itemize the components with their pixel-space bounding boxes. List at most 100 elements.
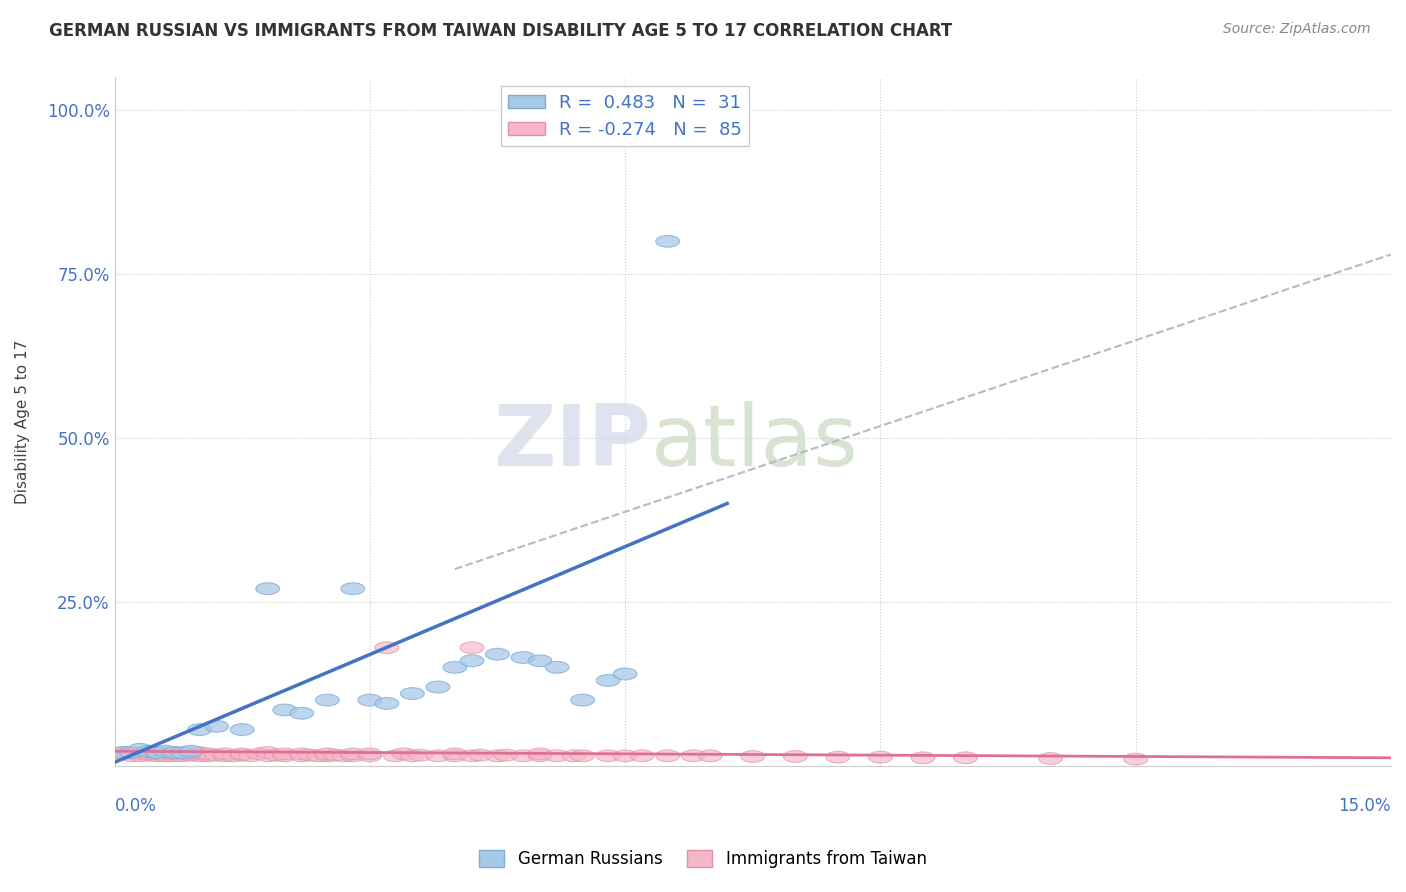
Ellipse shape xyxy=(340,748,364,760)
Ellipse shape xyxy=(136,747,160,758)
Ellipse shape xyxy=(340,750,364,762)
Text: ZIP: ZIP xyxy=(494,401,651,483)
Ellipse shape xyxy=(111,748,135,760)
Ellipse shape xyxy=(170,747,194,758)
Ellipse shape xyxy=(273,704,297,716)
Ellipse shape xyxy=(682,750,704,762)
Text: GERMAN RUSSIAN VS IMMIGRANTS FROM TAIWAN DISABILITY AGE 5 TO 17 CORRELATION CHAR: GERMAN RUSSIAN VS IMMIGRANTS FROM TAIWAN… xyxy=(49,22,952,40)
Ellipse shape xyxy=(290,750,314,762)
Ellipse shape xyxy=(239,750,263,762)
Ellipse shape xyxy=(332,750,356,762)
Ellipse shape xyxy=(426,750,450,762)
Ellipse shape xyxy=(153,746,177,757)
Ellipse shape xyxy=(315,750,339,762)
Legend: German Russians, Immigrants from Taiwan: German Russians, Immigrants from Taiwan xyxy=(472,843,934,875)
Ellipse shape xyxy=(596,750,620,762)
Ellipse shape xyxy=(468,749,492,761)
Ellipse shape xyxy=(783,750,807,763)
Ellipse shape xyxy=(562,750,586,762)
Ellipse shape xyxy=(222,750,246,762)
Ellipse shape xyxy=(188,747,211,758)
Ellipse shape xyxy=(128,748,152,760)
Ellipse shape xyxy=(546,750,569,762)
Ellipse shape xyxy=(443,662,467,673)
Ellipse shape xyxy=(256,747,280,758)
Text: 15.0%: 15.0% xyxy=(1339,797,1391,814)
Ellipse shape xyxy=(613,668,637,680)
Ellipse shape xyxy=(409,749,433,761)
Ellipse shape xyxy=(392,748,416,760)
Ellipse shape xyxy=(571,694,595,706)
Ellipse shape xyxy=(205,721,229,732)
Text: atlas: atlas xyxy=(651,401,859,483)
Ellipse shape xyxy=(170,750,194,762)
Ellipse shape xyxy=(231,723,254,736)
Ellipse shape xyxy=(307,750,330,762)
Ellipse shape xyxy=(145,748,169,760)
Ellipse shape xyxy=(153,748,177,760)
Ellipse shape xyxy=(188,723,211,736)
Ellipse shape xyxy=(1039,753,1063,764)
Ellipse shape xyxy=(869,751,893,763)
Ellipse shape xyxy=(179,746,202,757)
Ellipse shape xyxy=(128,743,152,756)
Ellipse shape xyxy=(136,746,160,757)
Ellipse shape xyxy=(546,662,569,673)
Ellipse shape xyxy=(153,750,177,762)
Text: Source: ZipAtlas.com: Source: ZipAtlas.com xyxy=(1223,22,1371,37)
Ellipse shape xyxy=(596,674,620,686)
Ellipse shape xyxy=(825,751,849,763)
Ellipse shape xyxy=(231,748,254,760)
Ellipse shape xyxy=(136,749,160,761)
Ellipse shape xyxy=(359,694,382,706)
Ellipse shape xyxy=(145,747,169,758)
Ellipse shape xyxy=(145,747,169,758)
Ellipse shape xyxy=(197,748,221,760)
Ellipse shape xyxy=(655,750,679,762)
Ellipse shape xyxy=(162,750,186,762)
Ellipse shape xyxy=(315,748,339,760)
Ellipse shape xyxy=(298,749,322,761)
Ellipse shape xyxy=(494,749,517,761)
Y-axis label: Disability Age 5 to 17: Disability Age 5 to 17 xyxy=(15,340,30,504)
Ellipse shape xyxy=(136,748,160,760)
Ellipse shape xyxy=(256,582,280,595)
Ellipse shape xyxy=(290,748,314,760)
Ellipse shape xyxy=(571,750,595,762)
Ellipse shape xyxy=(188,750,211,762)
Ellipse shape xyxy=(359,750,382,762)
Ellipse shape xyxy=(485,648,509,660)
Ellipse shape xyxy=(179,748,202,760)
Ellipse shape xyxy=(273,748,297,760)
Ellipse shape xyxy=(111,747,135,758)
Ellipse shape xyxy=(197,750,221,762)
Ellipse shape xyxy=(128,750,152,762)
Ellipse shape xyxy=(111,747,135,758)
Ellipse shape xyxy=(443,748,467,760)
Ellipse shape xyxy=(401,688,425,699)
Ellipse shape xyxy=(214,748,238,760)
Ellipse shape xyxy=(460,641,484,654)
Ellipse shape xyxy=(205,749,229,761)
Ellipse shape xyxy=(512,750,534,762)
Ellipse shape xyxy=(426,681,450,693)
Ellipse shape xyxy=(162,747,186,758)
Ellipse shape xyxy=(247,748,271,760)
Ellipse shape xyxy=(529,655,553,666)
Ellipse shape xyxy=(741,750,765,763)
Ellipse shape xyxy=(512,651,534,664)
Ellipse shape xyxy=(170,748,194,760)
Ellipse shape xyxy=(401,750,425,762)
Ellipse shape xyxy=(1123,753,1147,765)
Ellipse shape xyxy=(315,694,339,706)
Ellipse shape xyxy=(655,235,679,247)
Text: 0.0%: 0.0% xyxy=(114,797,156,814)
Ellipse shape xyxy=(359,748,382,760)
Ellipse shape xyxy=(460,750,484,762)
Ellipse shape xyxy=(162,748,186,760)
Legend: R =  0.483   N =  31, R = -0.274   N =  85: R = 0.483 N = 31, R = -0.274 N = 85 xyxy=(501,87,749,146)
Ellipse shape xyxy=(120,750,143,762)
Ellipse shape xyxy=(630,750,654,762)
Ellipse shape xyxy=(264,749,288,761)
Ellipse shape xyxy=(384,750,408,762)
